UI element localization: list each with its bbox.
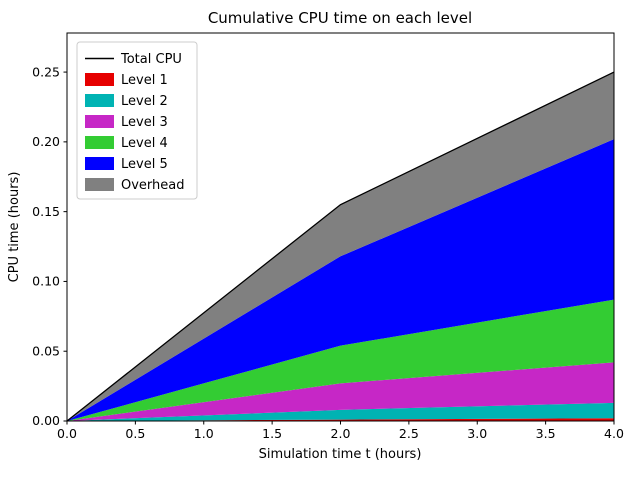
legend-swatch [85, 178, 114, 191]
legend-item-level-3: Level 3 [85, 115, 168, 130]
legend-item-level-2: Level 2 [85, 94, 168, 109]
legend-label: Level 5 [121, 157, 168, 172]
area-overhead [67, 72, 614, 422]
x-axis-label: Simulation time t (hours) [259, 447, 422, 462]
plot-areas [66, 71, 615, 422]
chart-title: Cumulative CPU time on each level [208, 9, 472, 27]
legend-swatch [85, 73, 114, 86]
legend-label: Level 1 [121, 73, 168, 88]
y-tick-label: 0.15 [32, 204, 60, 219]
x-tick-label: 0.0 [57, 426, 77, 441]
legend-item-level-5: Level 5 [85, 157, 168, 172]
area-level-5 [67, 139, 614, 421]
legend-label: Level 2 [121, 94, 168, 109]
legend-swatch [85, 115, 114, 128]
y-tick-label: 0.20 [32, 134, 60, 149]
x-tick-label: 1.5 [262, 426, 282, 441]
legend: Total CPU Level 1 Level 2 Level 3 Level 4 Lev… [76, 41, 198, 200]
legend-label: Level 3 [121, 115, 168, 130]
legend-item-level-4: Level 4 [85, 136, 168, 151]
area-level-4 [67, 299, 614, 421]
x-tick-label: 0.5 [125, 426, 145, 441]
area-level-3 [67, 362, 614, 421]
x-tick-label: 4.0 [604, 426, 624, 441]
total-cpu-line [66, 71, 615, 422]
legend-item-level-1: Level 1 [85, 73, 168, 88]
x-tick-label: 3.0 [467, 426, 487, 441]
axes: 0.0 0.5 1.0 1.5 2.0 2.5 3.0 3.5 4.0 0.00 0.05 0.10 0… [32, 32, 624, 441]
y-tick-label: 0.10 [32, 274, 60, 289]
y-axis-label: CPU time (hours) [7, 172, 22, 283]
x-tick-label: 3.5 [536, 426, 556, 441]
x-tick-label: 1.0 [194, 426, 214, 441]
y-tick-label: 0.25 [32, 64, 60, 79]
legend-item-total-cpu: Total CPU [85, 52, 182, 67]
legend-label: Level 4 [121, 136, 168, 151]
legend-label: Overhead [121, 178, 185, 193]
legend-swatch [85, 94, 114, 107]
area-level-2 [67, 402, 614, 421]
legend-label: Total CPU [120, 52, 182, 67]
y-tick-label: 0.00 [32, 413, 60, 428]
legend-swatch [85, 136, 114, 149]
y-tick-label: 0.05 [32, 343, 60, 358]
x-tick-label: 2.0 [331, 426, 351, 441]
legend-swatch [85, 157, 114, 170]
legend-item-overhead: Overhead [85, 178, 185, 193]
x-tick-label: 2.5 [399, 426, 419, 441]
